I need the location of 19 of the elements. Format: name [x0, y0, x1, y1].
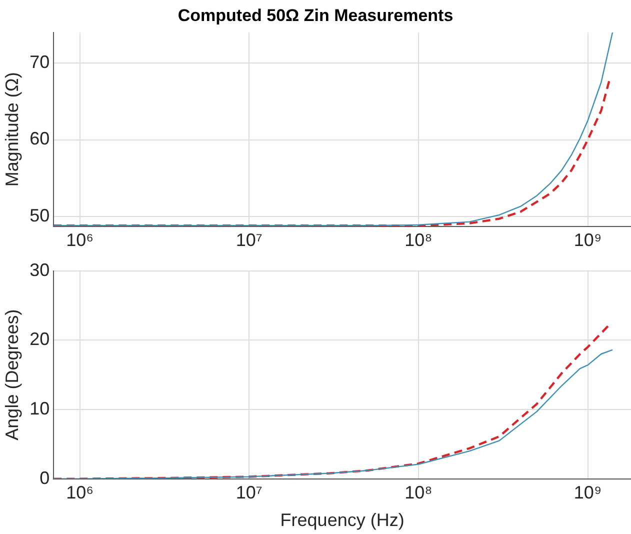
y-tick-label: 70 [30, 52, 50, 72]
x-tick-label: 10⁶ [66, 230, 94, 250]
x-axis-title: Frequency (Hz) [280, 510, 404, 530]
x-tick-label: 10⁶ [66, 482, 94, 503]
x-tick-label: 10⁷ [236, 230, 262, 250]
y-axis-title: Magnitude (Ω) [2, 72, 22, 187]
x-tick-label: 10⁷ [236, 482, 262, 503]
y-axis-title: Angle (Degrees) [2, 309, 22, 440]
y-tick-label: 60 [30, 128, 50, 149]
y-tick-label: 10 [30, 398, 50, 418]
chart-title: Computed 50Ω Zin Measurements [178, 6, 454, 25]
y-tick-label: 0 [40, 468, 50, 488]
y-tick-label: 30 [30, 260, 50, 280]
x-tick-label: 10⁸ [404, 230, 432, 250]
x-tick-label: 10⁹ [574, 482, 602, 503]
y-tick-label: 20 [30, 329, 50, 350]
x-tick-label: 10⁹ [574, 230, 602, 250]
x-tick-label: 10⁸ [404, 482, 432, 503]
y-tick-label: 50 [30, 205, 50, 226]
